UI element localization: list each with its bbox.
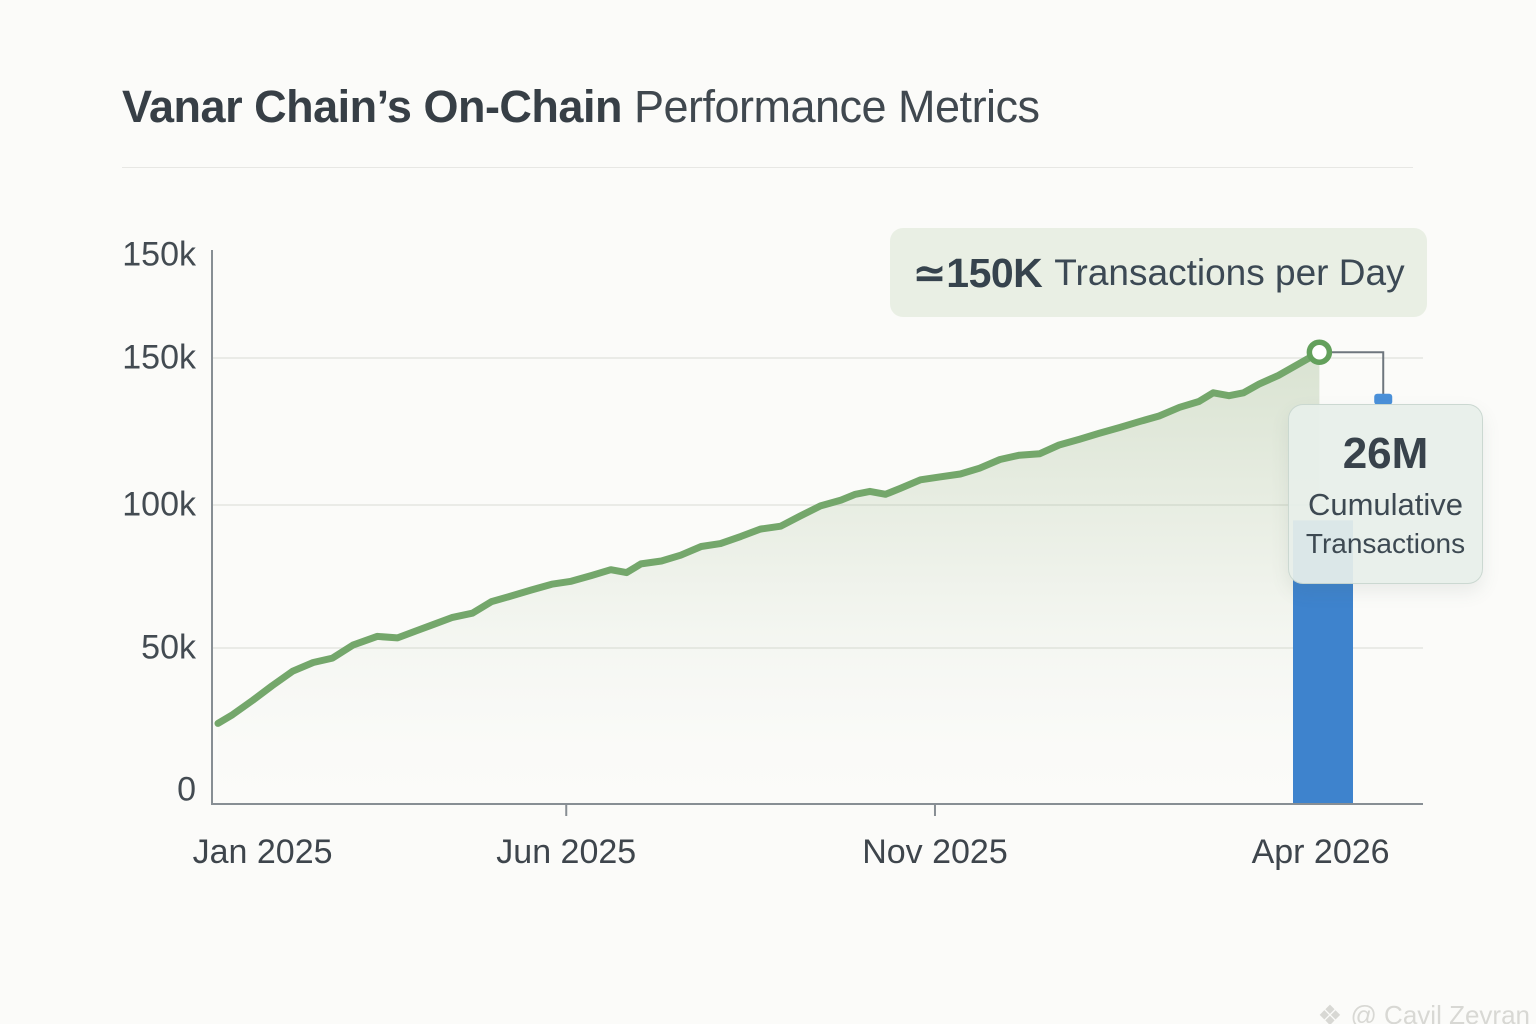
tps-annotation-value: ≃150K [912, 249, 1043, 296]
tps-annotation-label: Transactions per Day [1054, 251, 1405, 293]
x-axis-tick-label: Apr 2026 [1251, 833, 1390, 871]
cumulative-callout-label-2: Transactions [1305, 527, 1466, 559]
y-axis-tick-label: 150k [122, 338, 196, 377]
y-axis-tick-label: 50k [141, 628, 196, 667]
page-title: Vanar Chain’s On-Chain Performance Metri… [122, 80, 1040, 134]
watermark: ❖ @ Cavil Zevran [1317, 1000, 1530, 1024]
y-axis-tick-label: 100k [122, 485, 196, 524]
diamond-logo-icon: ❖ [1317, 999, 1343, 1024]
x-axis-tick-label: Jan 2025 [192, 833, 333, 871]
x-axis-tick-label: Jun 2025 [496, 833, 637, 871]
cumulative-callout-value: 26M [1342, 428, 1429, 478]
title-divider [122, 167, 1413, 168]
tps-annotation-pill: ≃150K Transactions per Day [890, 228, 1427, 317]
page-title-strong: Vanar Chain’s On-Chain [122, 81, 622, 132]
page-title-light: Performance Metrics [621, 81, 1040, 132]
cumulative-callout-label-1: Cumulative [1307, 486, 1464, 522]
y-axis-tick-label: 150k [122, 235, 196, 274]
watermark-text: @ Cavil Zevran [1350, 1000, 1530, 1024]
x-axis-tick-label: Nov 2025 [862, 833, 1008, 871]
cumulative-callout-card: 26M Cumulative Transactions [1288, 404, 1483, 584]
y-axis-tick-label: 0 [177, 770, 196, 809]
plot-area [211, 250, 1423, 816]
